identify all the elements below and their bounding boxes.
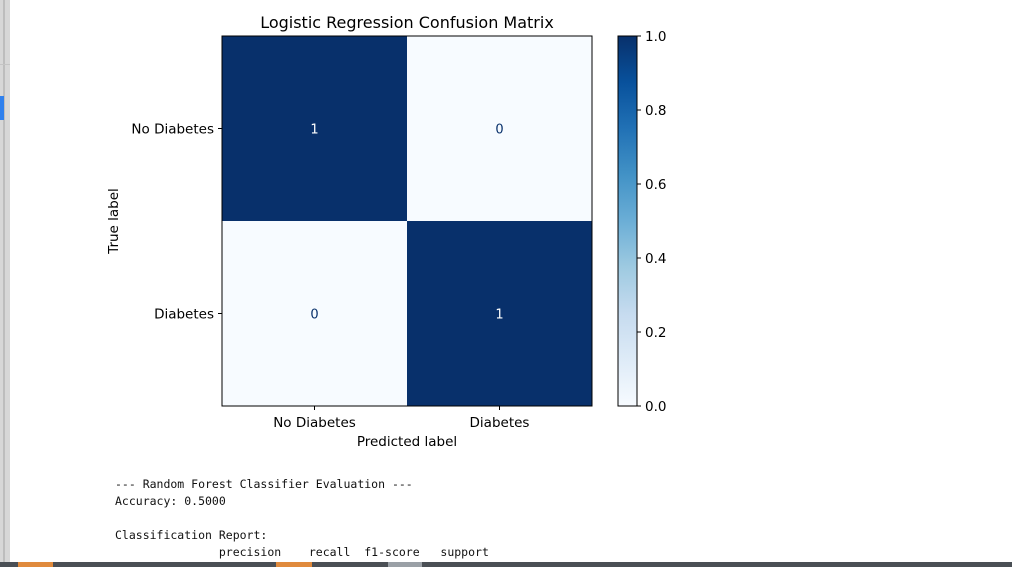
colorbar-tick-label: 0.4 — [645, 251, 666, 267]
chart-title: Logistic Regression Confusion Matrix — [260, 13, 554, 32]
colorbar — [617, 35, 638, 407]
matrix-cell — [222, 221, 407, 406]
cell-output-area: 1 0 0 1 Logistic Regression Confusion Matrix… — [10, 0, 1012, 562]
confusion-matrix-chart: 1 0 0 1 Logistic Regression Confusion Matrix… — [106, 13, 666, 450]
status-segment[interactable] — [18, 562, 53, 567]
colorbar-tick-label: 1.0 — [645, 29, 666, 45]
x-tick-label: No Diabetes — [273, 415, 356, 431]
active-cell-marker — [0, 96, 4, 120]
left-scroll-rail[interactable] — [0, 0, 10, 567]
colorbar-tick-label: 0.6 — [645, 177, 666, 193]
classification-report-text: --- Random Forest Classifier Evaluation … — [115, 476, 489, 561]
cell-value-label: 0 — [310, 308, 318, 323]
x-axis-label: Predicted label — [357, 434, 457, 450]
report-line: --- Random Forest Classifier Evaluation … — [115, 477, 413, 491]
x-tick-label: Diabetes — [470, 415, 530, 431]
plot-frame — [221, 35, 593, 407]
matrix-cell — [407, 36, 592, 221]
matrix-cell — [407, 221, 592, 406]
y-tick-label: No Diabetes — [131, 122, 214, 138]
y-tick-label: Diabetes — [154, 307, 214, 323]
cell-value-label: 1 — [495, 308, 503, 323]
report-line: precision recall f1-score support — [115, 545, 489, 559]
report-line: Accuracy: 0.5000 — [115, 494, 226, 508]
bottom-status-bar — [0, 562, 1012, 567]
colorbar-tick-label: 0.0 — [645, 399, 666, 415]
cell-value-label: 0 — [495, 123, 503, 138]
status-segment[interactable] — [276, 562, 312, 567]
cell-value-label: 1 — [310, 123, 318, 138]
rail-stripe — [3, 0, 5, 567]
rail-divider — [0, 64, 10, 65]
report-line: Classification Report: — [115, 528, 268, 542]
confusion-matrix-figure: 1 0 0 1 Logistic Regression Confusion Matrix… — [10, 0, 710, 460]
status-segment[interactable] — [388, 562, 422, 567]
colorbar-tick-label: 0.2 — [645, 325, 666, 341]
y-axis-label: True label — [106, 188, 122, 255]
matrix-cell — [222, 36, 407, 221]
colorbar-tick-label: 0.8 — [645, 103, 666, 119]
